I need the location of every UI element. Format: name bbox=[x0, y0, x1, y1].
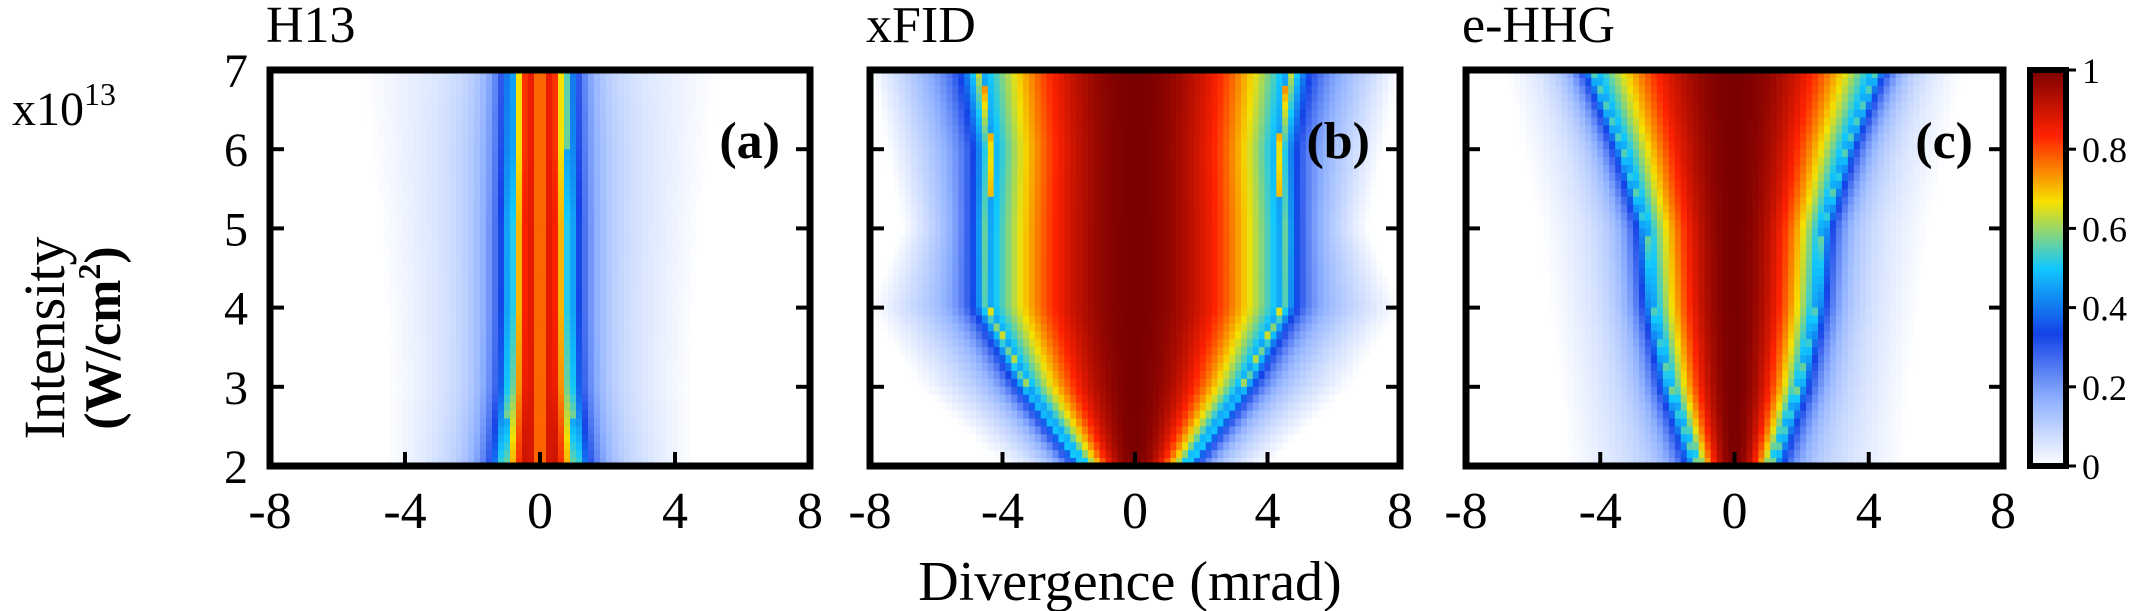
y-tick-label: 4 bbox=[224, 283, 248, 336]
y-tick-label: 5 bbox=[224, 203, 248, 256]
x-tick-label: -8 bbox=[848, 483, 891, 540]
x-tick-label: 4 bbox=[662, 483, 688, 540]
panel-b-title: xFID bbox=[866, 0, 976, 54]
panel-b-label: (b) bbox=[1306, 113, 1370, 170]
heatmap-a bbox=[270, 70, 811, 467]
x-tick-label: 0 bbox=[1122, 483, 1148, 540]
panel-a: H13 (a) -8 -4 0 4 8 2 3 4 5 6 7 bbox=[224, 0, 823, 540]
panel-c: e-HHG (c) -8 -4 0 4 8 bbox=[1444, 0, 2016, 540]
intensity-scale-factor: x1013 bbox=[12, 76, 116, 136]
panel-a-label: (a) bbox=[719, 113, 780, 170]
x-tick-label: 8 bbox=[797, 483, 823, 540]
y-axis-label-line2: (W/cm2) bbox=[71, 246, 132, 430]
colorbar-tick-label: 0.2 bbox=[2082, 368, 2127, 408]
y-tick-label: 2 bbox=[224, 441, 248, 494]
x-tick-label: 8 bbox=[1387, 483, 1413, 540]
x-tick-label: -8 bbox=[1444, 483, 1487, 540]
colorbar-gradient bbox=[2030, 70, 2066, 466]
colorbar-tick-label: 0.6 bbox=[2082, 209, 2127, 249]
x-tick-label: -4 bbox=[383, 483, 426, 540]
colorbar-tick-label: 0.8 bbox=[2082, 130, 2127, 170]
colorbar-frame bbox=[2027, 67, 2069, 469]
colorbar-tick-label: 0 bbox=[2082, 447, 2100, 487]
x-tick-label: -4 bbox=[981, 483, 1024, 540]
x-tick-label: 0 bbox=[527, 483, 553, 540]
x-tick-label: 0 bbox=[1722, 483, 1748, 540]
y-axis-label-line1: Intensity bbox=[12, 237, 77, 440]
y-tick-label: 3 bbox=[224, 362, 248, 415]
x-axis-label: Divergence (mrad) bbox=[918, 551, 1341, 611]
y-tick-label: 7 bbox=[224, 45, 248, 98]
colorbar-tick-label: 0.4 bbox=[2082, 289, 2127, 329]
x-tick-label: 8 bbox=[1990, 483, 2016, 540]
x-tick-label: -4 bbox=[1579, 483, 1622, 540]
colorbar-tick-label: 1 bbox=[2082, 51, 2100, 91]
panel-a-title: H13 bbox=[266, 0, 356, 54]
x-tick-label: 4 bbox=[1856, 483, 1882, 540]
x-tick-label: -8 bbox=[248, 483, 291, 540]
x-tick-label: 4 bbox=[1255, 483, 1281, 540]
panel-c-title: e-HHG bbox=[1462, 0, 1615, 54]
panel-c-label: (c) bbox=[1915, 113, 1973, 170]
panel-b: xFID (b) -8 -4 0 4 8 bbox=[848, 0, 1413, 540]
colorbar: 0 0.2 0.4 0.6 0.8 1 bbox=[2027, 51, 2127, 487]
y-tick-label: 6 bbox=[224, 124, 248, 177]
y-axis-label: Intensity (W/cm2) bbox=[12, 237, 132, 440]
